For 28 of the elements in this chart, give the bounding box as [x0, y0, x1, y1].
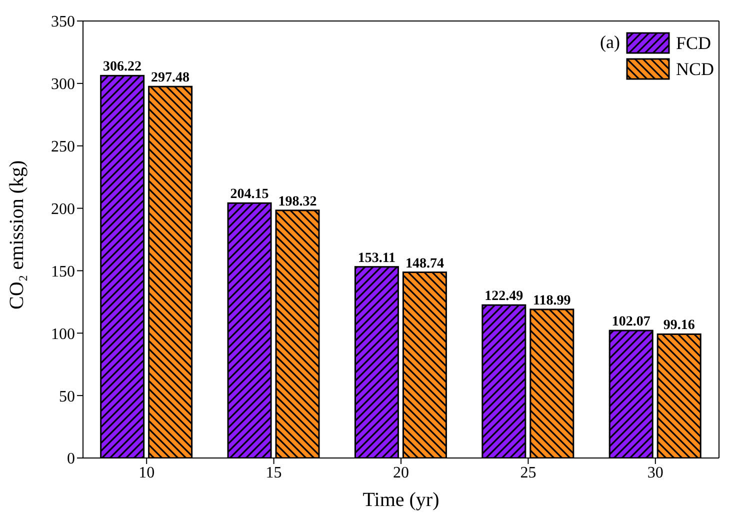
y-tick-label: 350 [51, 14, 75, 31]
y-tick-label: 50 [59, 388, 75, 406]
y-tick-label: 200 [51, 200, 75, 218]
x-axis-title: Time (yr) [362, 489, 440, 511]
y-tick-label: 150 [51, 263, 75, 280]
data-label: 297.48 [151, 70, 190, 86]
data-label: 306.22 [103, 60, 142, 75]
annotation: (a) [600, 32, 620, 54]
y-tick-label: 300 [51, 76, 75, 94]
data-label: 118.99 [533, 293, 571, 308]
data-label: 198.32 [278, 194, 317, 210]
y-tick-label: 0 [67, 450, 75, 468]
x-tick-label: 20 [393, 464, 409, 482]
y-tick-label: 100 [51, 326, 75, 343]
x-tick-label: 10 [138, 464, 155, 482]
data-label: 102.07 [612, 314, 650, 330]
data-label: 122.49 [484, 289, 524, 304]
data-label: 148.74 [405, 256, 444, 272]
data-label: 99.16 [663, 318, 695, 334]
y-axis-title: CO₂ emission (kg) [6, 160, 28, 310]
legend-label: NCD [676, 58, 714, 80]
data-label: 204.15 [230, 187, 269, 202]
y-tick-label: 250 [51, 138, 75, 156]
legend-label: FCD [676, 32, 711, 54]
x-tick-label: 25 [520, 464, 536, 482]
data-label: 153.11 [358, 250, 396, 266]
x-tick-label: 15 [266, 464, 282, 482]
x-tick-label: 30 [647, 464, 664, 482]
